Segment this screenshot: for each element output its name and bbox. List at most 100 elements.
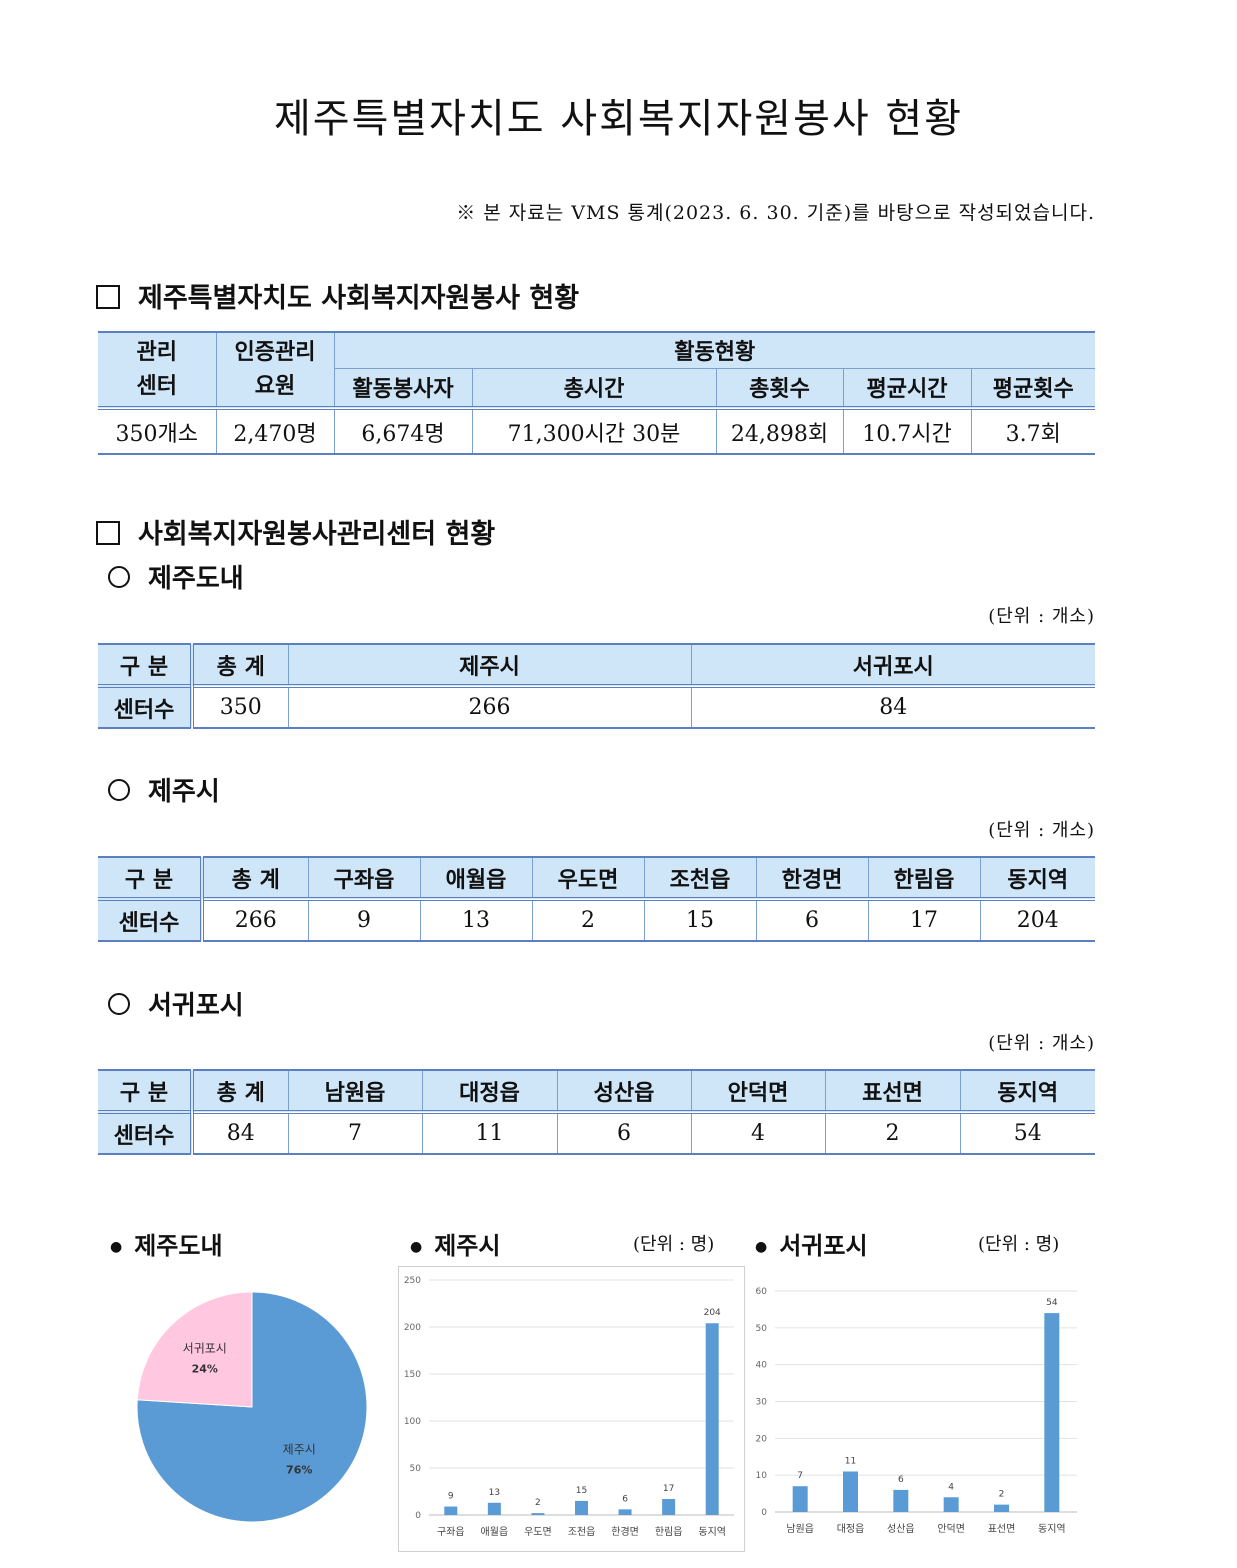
value-avg-hours: 10.7시간	[842, 406, 972, 455]
bar-value-label: 9	[448, 1492, 454, 1502]
header-center-line1: 관리	[136, 339, 177, 365]
province-pie-chart: 제주시 76% 서귀포시 24%	[136, 1291, 368, 1523]
jeju-bar-chart-frame: 0 50 100 150 200 250 9 구좌읍 13 애월읍 2 우도면 15 조천읍 6 한경면 17 한…	[398, 1266, 745, 1552]
bar-한림읍	[662, 1499, 676, 1515]
jeju-value-hangyeong: 6	[755, 897, 869, 942]
seogwipo-value-seongsan: 6	[556, 1110, 692, 1155]
jeju-value-dong: 204	[979, 897, 1095, 942]
jeju-header-jocheon: 조천읍	[643, 856, 757, 900]
header-total-hours: 총시간	[471, 367, 717, 409]
bar-애월읍	[487, 1502, 501, 1515]
bar-value-label: 11	[845, 1456, 856, 1466]
bar-우도면	[531, 1513, 545, 1515]
section2-heading: 사회복지자원봉사관리센터 현황	[96, 512, 495, 551]
circle-bullet-icon	[108, 565, 130, 588]
bar-value-label: 2	[999, 1490, 1005, 1500]
province-value-jeju: 266	[287, 684, 692, 729]
seogwipo-header-seongsan: 성산읍	[556, 1069, 692, 1113]
seogwipo-bar-chart-frame: 0 10 20 30 40 50 60 7 남원읍 11 대정읍 6 성산읍 4 안덕면 2 표선면 54 동지역	[745, 1280, 1085, 1550]
seogwipo-value-dong: 54	[959, 1110, 1095, 1155]
seogwipo-header-dong: 동지역	[959, 1069, 1095, 1113]
x-tick-label: 남원읍	[786, 1523, 814, 1535]
header-coordinator-line1: 인증관리	[234, 339, 316, 365]
value-coordinators: 2,470명	[215, 406, 335, 455]
seogwipo-header-daejeong: 대정읍	[421, 1069, 558, 1113]
seogwipo-row-label: 센터수	[98, 1110, 194, 1155]
bar-value-label: 54	[1046, 1298, 1058, 1308]
bar-value-label: 2	[535, 1498, 541, 1508]
y-tick-label: 20	[756, 1434, 768, 1444]
section1-heading: 제주특별자치도 사회복지자원봉사 현황	[96, 276, 579, 315]
bar-value-label: 4	[948, 1482, 954, 1492]
province-heading: 제주도내	[108, 558, 244, 595]
y-tick-label: 250	[404, 1276, 421, 1286]
value-volunteers: 6,674명	[333, 406, 473, 455]
province-value-seogwipo: 84	[690, 684, 1095, 729]
province-header-total: 총 계	[191, 643, 289, 687]
bar-구좌읍	[444, 1506, 458, 1515]
province-header-category: 구 분	[98, 643, 194, 687]
header-volunteers: 활동봉사자	[333, 367, 473, 409]
header-center-line2: 센터	[136, 373, 177, 399]
seogwipo-heading: 서귀포시	[108, 985, 244, 1022]
bar-value-label: 6	[622, 1494, 628, 1504]
x-tick-label: 구좌읍	[437, 1526, 465, 1538]
seogwipo-bar-chart: 0 10 20 30 40 50 60 7 남원읍 11 대정읍 6 성산읍 4 안덕면 2 표선면 54 동지역	[756, 1287, 1077, 1535]
header-activity-group: 활동현황	[333, 331, 1095, 369]
x-tick-label: 조천읍	[568, 1526, 596, 1538]
pie-slice-0	[136, 1291, 368, 1523]
y-tick-label: 50	[410, 1464, 422, 1474]
y-tick-label: 50	[756, 1324, 768, 1334]
summary-table: 관리 센터 인증관리 요원 활동현황 활동봉사자 총시간 총횟수 평균시간 평균…	[98, 331, 1095, 455]
bar-value-label: 17	[663, 1484, 674, 1494]
pie-percent-0: 76%	[286, 1463, 312, 1476]
y-tick-label: 60	[756, 1287, 768, 1297]
y-tick-label: 100	[404, 1417, 421, 1427]
value-avg-count: 3.7회	[970, 406, 1095, 455]
seogwipo-value-pyoseon: 2	[824, 1110, 961, 1155]
bar-안덕면	[943, 1497, 959, 1512]
jeju-value-gujwa: 9	[307, 897, 421, 942]
seogwipo-unit: (단위 : 개소)	[988, 1033, 1095, 1054]
seogwipo-value-andeok: 4	[690, 1110, 826, 1155]
x-tick-label: 한림읍	[655, 1526, 683, 1538]
source-note: ※ 본 자료는 VMS 통계(2023. 6. 30. 기준)를 바탕으로 작성…	[456, 202, 1095, 224]
jeju-header-dong: 동지역	[979, 856, 1095, 900]
seogwipo-chart-title: 서귀포시	[755, 1226, 867, 1261]
bar-표선면	[994, 1504, 1009, 1512]
pie-slice-1	[136, 1291, 253, 1408]
province-header-jeju: 제주시	[287, 643, 692, 687]
jeju-header-gujwa: 구좌읍	[307, 856, 421, 900]
jeju-header-hangyeong: 한경면	[755, 856, 869, 900]
y-tick-label: 200	[404, 1323, 421, 1333]
header-coordinator-line2: 요원	[254, 373, 296, 399]
jeju-header-category: 구 분	[98, 856, 204, 900]
province-unit: (단위 : 개소)	[988, 606, 1095, 627]
jeju-value-udo: 2	[531, 897, 645, 942]
seogwipo-value-namwon: 7	[287, 1110, 423, 1155]
seogwipo-header-category: 구 분	[98, 1069, 194, 1113]
checkbox-square-icon	[96, 284, 120, 309]
value-total-hours: 71,300시간 30분	[471, 406, 717, 455]
x-tick-label: 동지역	[698, 1526, 726, 1538]
jeju-header-udo: 우도면	[531, 856, 645, 900]
x-tick-label: 표선면	[988, 1523, 1016, 1535]
bar-value-label: 15	[576, 1486, 587, 1496]
bar-남원읍	[792, 1486, 808, 1512]
jeju-heading: 제주시	[108, 771, 220, 808]
jeju-heading-text: 제주시	[148, 777, 220, 807]
seogwipo-chart-unit: (단위 : 명)	[978, 1234, 1060, 1255]
header-avg-hours: 평균시간	[842, 367, 972, 409]
x-tick-label: 안덕면	[937, 1523, 965, 1535]
bar-동지역	[1044, 1313, 1060, 1512]
province-row-label: 센터수	[98, 684, 194, 729]
jeju-header-total: 총 계	[201, 856, 309, 900]
province-heading-text: 제주도내	[148, 564, 244, 594]
pie-chart-title: 제주도내	[110, 1226, 222, 1261]
header-total-count: 총횟수	[715, 367, 844, 409]
bar-value-label: 6	[898, 1475, 904, 1485]
jeju-table: 구 분 총 계 구좌읍 애월읍 우도면 조천읍 한경면 한림읍 동지역 센터수 …	[98, 856, 1095, 942]
seogwipo-header-namwon: 남원읍	[287, 1069, 423, 1113]
pie-label-1: 서귀포시	[183, 1342, 227, 1356]
bar-성산읍	[893, 1489, 909, 1512]
